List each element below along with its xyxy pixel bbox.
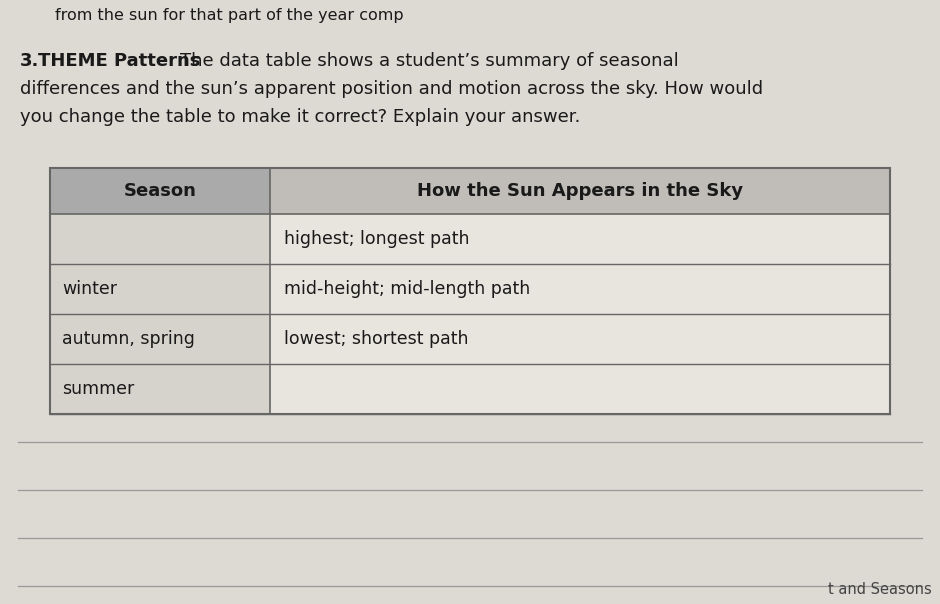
Bar [270,364,890,414]
Bar [50,314,270,364]
Bar [270,264,890,314]
Bar [270,168,890,214]
Text: t and Seasons: t and Seasons [828,582,932,597]
Bar [50,364,270,414]
Text: THEME Patterns: THEME Patterns [38,52,200,70]
Text: How the Sun Appears in the Sky: How the Sun Appears in the Sky [417,182,743,200]
Bar [270,314,890,364]
Bar [50,214,270,264]
Bar [270,214,890,264]
Text: lowest; shortest path: lowest; shortest path [284,330,468,348]
Text: 3.: 3. [20,52,39,70]
Text: Season: Season [123,182,196,200]
Bar [50,264,270,314]
Text: autumn, spring: autumn, spring [62,330,195,348]
Text: you change the table to make it correct? Explain your answer.: you change the table to make it correct?… [20,108,580,126]
Text: The data table shows a student’s summary of seasonal: The data table shows a student’s summary… [180,52,679,70]
Text: winter: winter [62,280,117,298]
Text: highest; longest path: highest; longest path [284,230,469,248]
Text: from the sun for that part of the year comp: from the sun for that part of the year c… [55,8,403,23]
Bar [50,168,270,214]
Text: mid-height; mid-length path: mid-height; mid-length path [284,280,530,298]
Text: differences and the sun’s apparent position and motion across the sky. How would: differences and the sun’s apparent posit… [20,80,763,98]
Text: summer: summer [62,380,134,398]
Bar [50,168,890,414]
